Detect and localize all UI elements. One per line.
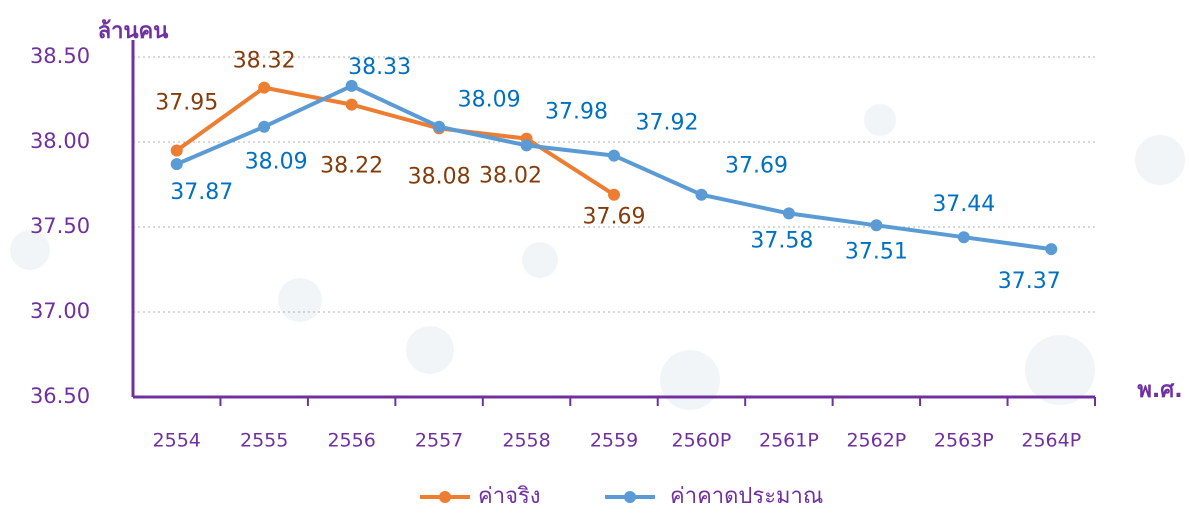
- legend-marker: [439, 491, 451, 503]
- x-tick-label: 2562P: [846, 430, 906, 452]
- data-point: [171, 158, 183, 170]
- x-tick-label: 2554: [153, 430, 201, 452]
- x-tick-label: 2560P: [672, 430, 732, 452]
- data-label: 38.02: [479, 164, 542, 189]
- data-label: 37.69: [583, 205, 646, 230]
- y-tick-label: 37.00: [30, 299, 90, 323]
- data-label: 37.44: [932, 192, 995, 217]
- data-label: 38.09: [458, 88, 521, 113]
- data-label: 38.32: [233, 49, 296, 74]
- data-point: [783, 207, 795, 219]
- data-point: [346, 80, 358, 92]
- x-tick-label: 2564P: [1021, 430, 1081, 452]
- data-point: [958, 231, 970, 243]
- y-tick-label: 38.00: [30, 129, 90, 153]
- data-label: 37.51: [845, 239, 908, 264]
- data-point: [1045, 243, 1057, 255]
- data-label: 37.98: [545, 99, 608, 124]
- y-tick-label: 38.50: [30, 44, 90, 68]
- x-tick-label: 2559: [590, 430, 638, 452]
- data-label: 38.22: [320, 154, 383, 179]
- data-label: 38.08: [408, 164, 471, 189]
- data-point: [870, 219, 882, 231]
- data-label: 37.58: [750, 228, 813, 253]
- data-label: 37.69: [725, 154, 788, 179]
- data-label: 37.95: [155, 91, 218, 116]
- x-tick-label: 2561P: [759, 430, 819, 452]
- data-point: [608, 189, 620, 201]
- data-label: 37.37: [998, 269, 1061, 294]
- x-tick-label: 2558: [502, 430, 550, 452]
- legend-marker: [624, 491, 636, 503]
- data-point: [521, 139, 533, 151]
- data-point: [258, 82, 270, 94]
- data-point: [695, 189, 707, 201]
- data-point: [171, 145, 183, 157]
- data-label: 37.87: [170, 180, 233, 205]
- legend-label: ค่าคาดประมาณ: [670, 484, 823, 509]
- data-label: 38.09: [245, 150, 308, 175]
- x-tick-label: 2563P: [934, 430, 994, 452]
- data-point: [433, 121, 445, 133]
- data-label: 37.92: [636, 111, 699, 136]
- data-point: [608, 150, 620, 162]
- data-point: [258, 121, 270, 133]
- chart: ล้านคน พ.ศ. 36.5037.0037.5038.0038.50255…: [0, 0, 1189, 514]
- legend-label: ค่าจริง: [478, 484, 541, 509]
- x-tick-label: 2555: [240, 430, 288, 452]
- data-point: [346, 99, 358, 111]
- y-tick-label: 37.50: [30, 214, 90, 238]
- x-tick-label: 2557: [415, 430, 463, 452]
- x-tick-label: 2556: [327, 430, 375, 452]
- background-decor: [10, 104, 1185, 410]
- y-tick-label: 36.50: [30, 384, 90, 408]
- x-axis-title: พ.ศ.: [1137, 378, 1182, 403]
- data-label: 38.33: [348, 55, 411, 80]
